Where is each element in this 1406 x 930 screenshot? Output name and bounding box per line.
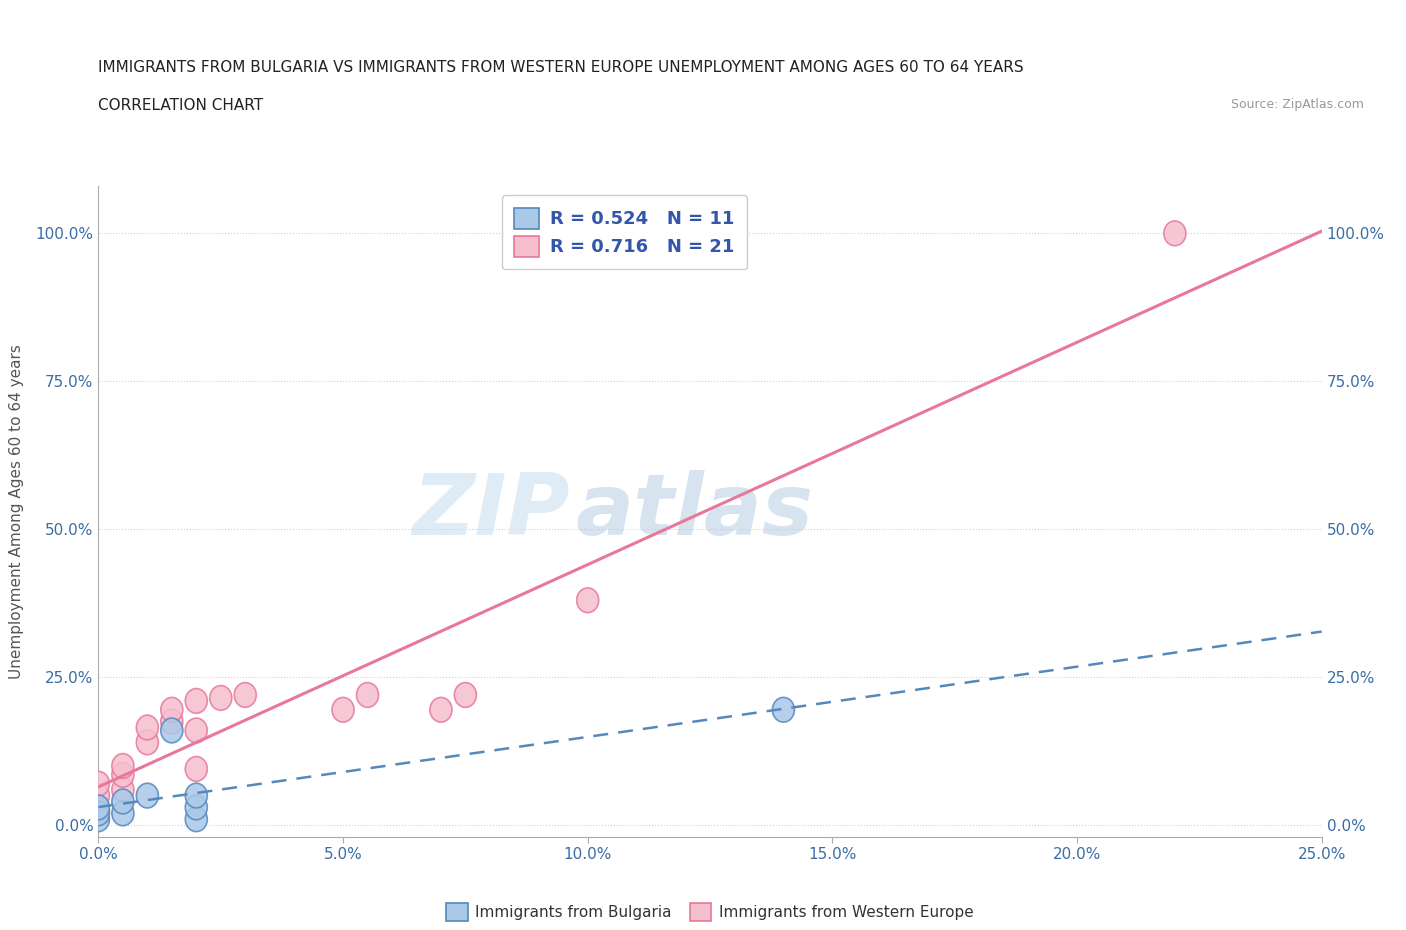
Text: Source: ZipAtlas.com: Source: ZipAtlas.com xyxy=(1230,98,1364,111)
Ellipse shape xyxy=(87,771,110,796)
Y-axis label: Unemployment Among Ages 60 to 64 years: Unemployment Among Ages 60 to 64 years xyxy=(10,344,24,679)
Ellipse shape xyxy=(186,757,207,781)
Ellipse shape xyxy=(1164,221,1185,246)
Ellipse shape xyxy=(209,685,232,711)
Ellipse shape xyxy=(186,718,207,743)
Ellipse shape xyxy=(332,698,354,722)
Ellipse shape xyxy=(186,783,207,808)
Text: CORRELATION CHART: CORRELATION CHART xyxy=(98,98,263,113)
Ellipse shape xyxy=(772,698,794,722)
Ellipse shape xyxy=(576,588,599,613)
Ellipse shape xyxy=(160,710,183,734)
Text: ZIP: ZIP xyxy=(412,470,569,553)
Ellipse shape xyxy=(87,798,110,823)
Ellipse shape xyxy=(186,688,207,713)
Ellipse shape xyxy=(235,683,256,708)
Text: atlas: atlas xyxy=(575,470,814,553)
Ellipse shape xyxy=(136,715,159,740)
Ellipse shape xyxy=(430,698,451,722)
Ellipse shape xyxy=(160,698,183,722)
Ellipse shape xyxy=(112,777,134,802)
Ellipse shape xyxy=(112,763,134,787)
Ellipse shape xyxy=(87,783,110,808)
Ellipse shape xyxy=(454,683,477,708)
Ellipse shape xyxy=(87,801,110,826)
Ellipse shape xyxy=(186,807,207,831)
Text: IMMIGRANTS FROM BULGARIA VS IMMIGRANTS FROM WESTERN EUROPE UNEMPLOYMENT AMONG AG: IMMIGRANTS FROM BULGARIA VS IMMIGRANTS F… xyxy=(98,60,1024,75)
Ellipse shape xyxy=(160,718,183,743)
Ellipse shape xyxy=(87,795,110,819)
Ellipse shape xyxy=(112,753,134,778)
Ellipse shape xyxy=(112,790,134,814)
Ellipse shape xyxy=(112,801,134,826)
Ellipse shape xyxy=(357,683,378,708)
Legend: Immigrants from Bulgaria, Immigrants from Western Europe: Immigrants from Bulgaria, Immigrants fro… xyxy=(440,897,980,927)
Ellipse shape xyxy=(186,795,207,819)
Ellipse shape xyxy=(87,807,110,831)
Ellipse shape xyxy=(136,730,159,754)
Ellipse shape xyxy=(136,783,159,808)
